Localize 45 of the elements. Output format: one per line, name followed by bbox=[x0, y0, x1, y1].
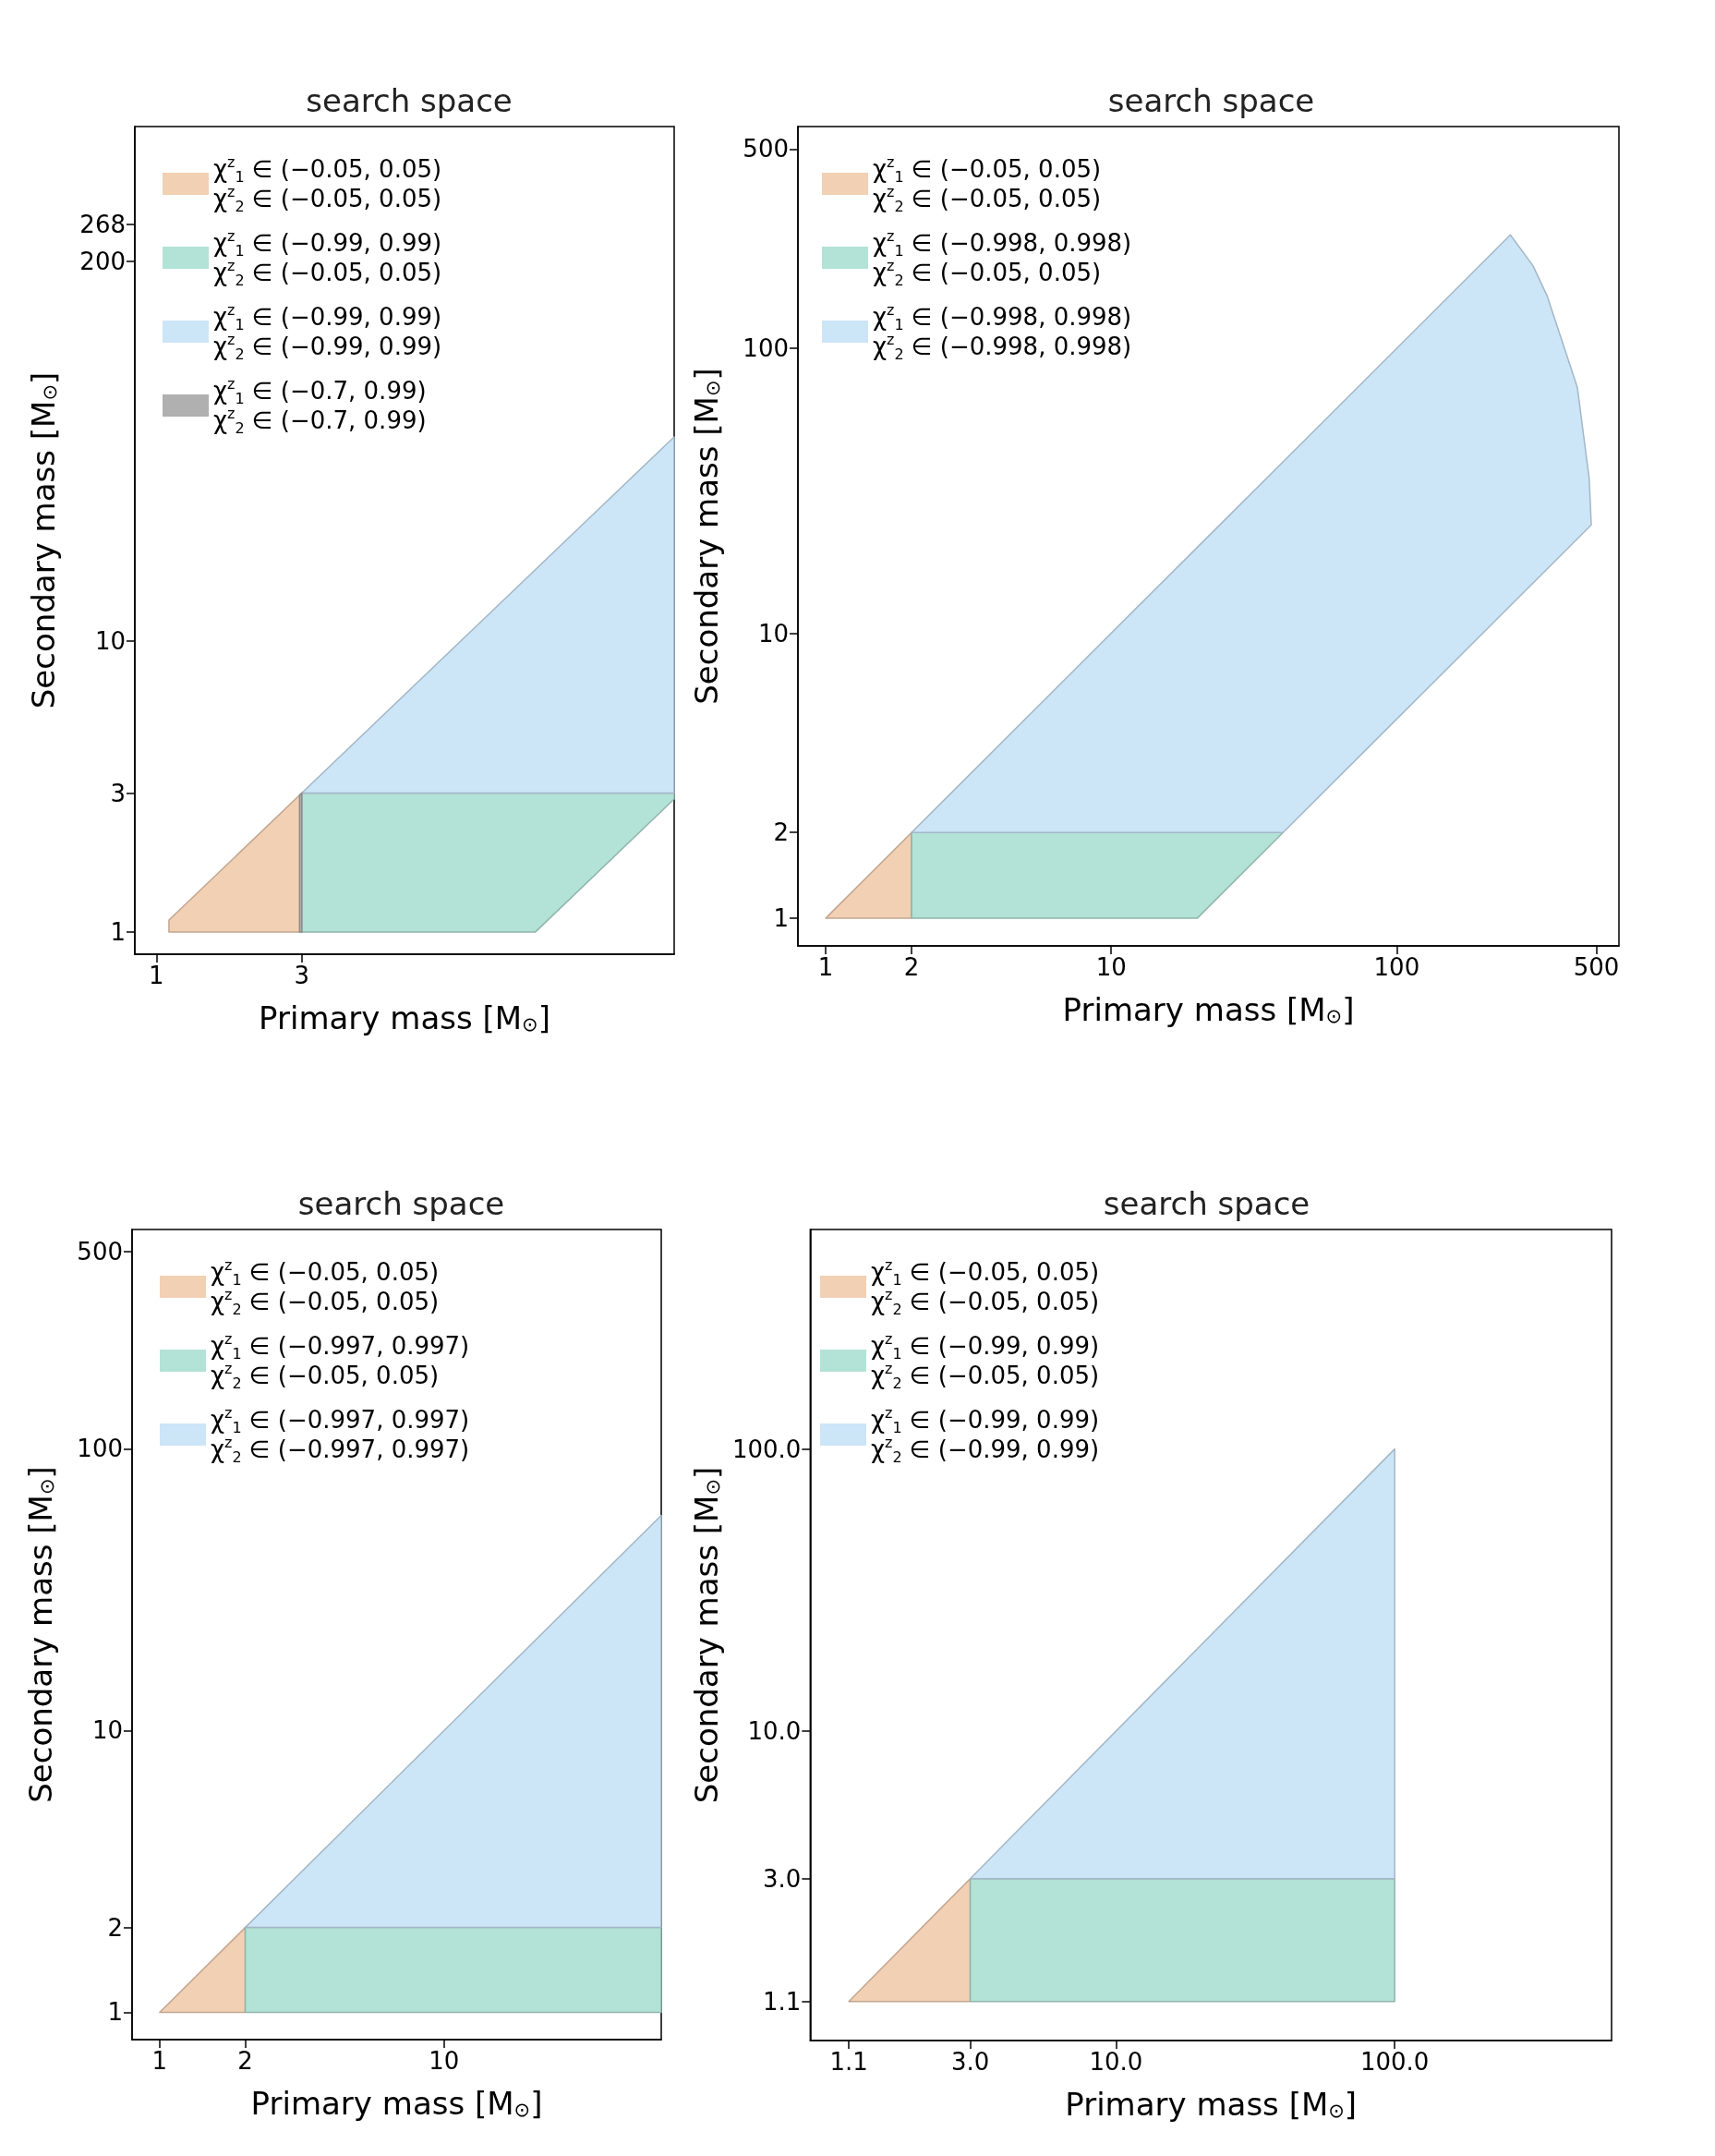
x-tick-label: 100 bbox=[1373, 953, 1420, 981]
y-tick-label: 1.1 bbox=[762, 1987, 802, 2016]
y-tick-label: 1 bbox=[110, 918, 126, 947]
y-tick-label: 2 bbox=[107, 1913, 123, 1942]
x-axis-title: Primary mass [M⊙] bbox=[1062, 991, 1355, 1028]
x-tick-label: 2 bbox=[903, 953, 920, 981]
y-tick-label: 10 bbox=[94, 626, 126, 655]
chart-title: search space bbox=[297, 1185, 505, 1222]
y-tick-label: 10 bbox=[91, 1716, 123, 1745]
y-tick-label: 100 bbox=[77, 1435, 123, 1463]
x-tick-label: 1 bbox=[817, 953, 834, 981]
y-tick-label: 2 bbox=[773, 818, 789, 847]
y-tick-label: 500 bbox=[743, 135, 789, 164]
x-tick-label: 500 bbox=[1573, 953, 1620, 981]
y-tick-label: 3.0 bbox=[762, 1864, 802, 1893]
y-tick-label: 10.0 bbox=[747, 1717, 802, 1746]
chart-title: search space bbox=[306, 82, 513, 119]
y-tick-label: 268 bbox=[79, 210, 126, 238]
y-tick-label: 1 bbox=[107, 1998, 123, 2027]
y-tick-label: 500 bbox=[77, 1238, 123, 1266]
y-tick-label: 3 bbox=[110, 779, 126, 807]
y-tick-label: 10 bbox=[757, 619, 789, 648]
y-axis-title: Secondary mass [M⊙] bbox=[25, 371, 62, 709]
x-tick-label: 100.0 bbox=[1359, 2048, 1430, 2076]
x-axis-title: Primary mass [M⊙] bbox=[250, 2085, 543, 2122]
x-tick-label: 1 bbox=[151, 2047, 168, 2075]
x-tick-label: 10.0 bbox=[1089, 2048, 1143, 2076]
chart-title: search space bbox=[1103, 1185, 1310, 1222]
x-tick-label: 3 bbox=[294, 962, 310, 989]
y-axis-title: Secondary mass [M⊙] bbox=[688, 368, 725, 705]
y-tick-label: 1 bbox=[773, 904, 789, 933]
x-axis-title: Primary mass [M⊙] bbox=[1065, 2086, 1358, 2123]
x-axis-title: Primary mass [M⊙] bbox=[259, 999, 550, 1036]
x-tick-label: 10 bbox=[429, 2047, 460, 2075]
x-tick-label: 1.1 bbox=[829, 2048, 868, 2076]
y-axis-title: Secondary mass [M⊙] bbox=[688, 1466, 725, 1804]
x-tick-label: 10 bbox=[1095, 953, 1127, 981]
x-tick-label: 1 bbox=[149, 962, 164, 989]
x-tick-label: 3.0 bbox=[950, 2048, 990, 2076]
y-axis-title: Secondary mass [M⊙] bbox=[22, 1466, 59, 1803]
chart-title: search space bbox=[1107, 82, 1315, 119]
y-tick-label: 100.0 bbox=[731, 1435, 802, 1463]
x-tick-label: 2 bbox=[237, 2047, 253, 2075]
y-tick-label: 100 bbox=[743, 334, 789, 363]
y-tick-label: 200 bbox=[79, 247, 126, 275]
